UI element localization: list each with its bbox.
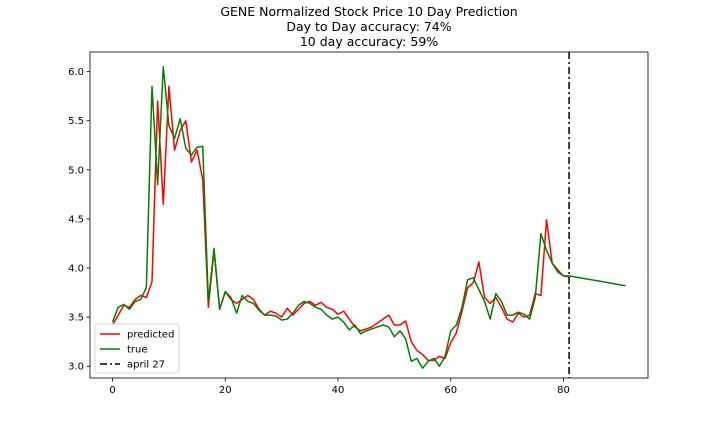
plot-area [111, 52, 626, 378]
axes: 0 20 40 60 80 3.0 3.5 4.0 4.5 5.0 5.5 6.0 [68, 51, 649, 396]
chart-subtitle-10day-accuracy: 10 day accuracy: 59% [300, 34, 438, 49]
x-tick-label: 40 [332, 385, 345, 396]
y-tick-label: 3.5 [68, 313, 84, 324]
chart-title: GENE Normalized Stock Price 10 Day Predi… [220, 4, 517, 19]
x-tick-label: 80 [557, 385, 570, 396]
chart-subtitle-day-accuracy: Day to Day accuracy: 74% [286, 19, 451, 34]
y-tick-label: 5.5 [68, 116, 84, 127]
axes-frame [89, 51, 649, 379]
y-tick-label: 4.0 [68, 264, 84, 275]
y-tick-label: 5.0 [68, 165, 84, 176]
y-tick-label: 3.0 [68, 362, 84, 373]
legend: predicted true april 27 [94, 323, 180, 374]
x-tick-label: 0 [109, 385, 115, 396]
chart-titles: GENE Normalized Stock Price 10 Day Predi… [220, 4, 517, 49]
legend-label-april-27: april 27 [127, 360, 165, 371]
series-line-predicted [111, 85, 570, 362]
y-tick-label: 6.0 [68, 67, 84, 78]
legend-label-true: true [127, 345, 148, 356]
legend-box [94, 323, 180, 374]
series-line-true [111, 65, 626, 369]
x-tick-label: 60 [444, 385, 457, 396]
legend-label-predicted: predicted [127, 330, 174, 341]
x-tick-label: 20 [219, 385, 232, 396]
y-tick-label: 4.5 [68, 214, 84, 225]
